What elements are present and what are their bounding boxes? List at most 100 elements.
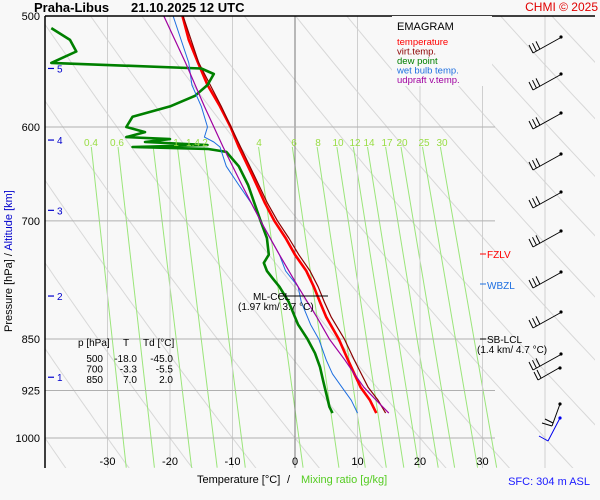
wind-barb-station-dot <box>559 152 563 156</box>
wind-barb-feather <box>528 238 534 248</box>
series-udpraft-v-temp--line <box>163 16 390 414</box>
dry-adiabat-line <box>551 16 595 63</box>
altitude-tick-label: 2 <box>57 292 63 303</box>
table-cell-dewpoint: 2.0 <box>159 375 173 386</box>
wind-barb <box>533 366 562 381</box>
dry-adiabat-line <box>141 16 511 468</box>
wind-barb-feather <box>535 316 541 325</box>
mixing-ratio-line <box>336 146 387 468</box>
wind-barb-station-dot <box>559 190 563 194</box>
table-cell-dewpoint: -45.0 <box>150 354 173 365</box>
wind-barb <box>528 310 563 329</box>
dry-adiabat-line <box>448 16 595 178</box>
wind-barb-feather <box>538 435 549 442</box>
pressure-tick-label: 1000 <box>16 433 40 445</box>
pressure-tick-label: 500 <box>22 11 40 23</box>
ml-ccl-detail: (1.97 km/ 3.7 °C) <box>238 302 314 313</box>
chart-title-datetime: 21.10.2025 12 UTC <box>131 0 245 15</box>
wind-barb-feather <box>532 118 537 128</box>
altitude-tick-label: 4 <box>57 136 63 147</box>
mixing-ratio-line <box>152 146 193 468</box>
series-wet-bulb-temp--line <box>172 16 358 414</box>
wind-barb-feather <box>528 279 534 289</box>
wind-barb-staff <box>532 192 561 209</box>
wind-barb-feather <box>541 422 553 427</box>
temperature-tick-label: -20 <box>162 456 178 468</box>
mixing-ratio-label: 25 <box>418 138 430 149</box>
wind-barb-feather <box>528 319 534 329</box>
wind-barb-feather <box>535 78 541 87</box>
wind-barb-feather <box>532 359 537 369</box>
wind-barb-feather <box>532 159 537 169</box>
sb-lcl-label: SB-LCL <box>487 335 522 346</box>
fzlv-label: FZLV <box>487 250 511 261</box>
table-cell-dewpoint: -5.5 <box>156 365 174 376</box>
wind-barb-feather <box>528 199 534 209</box>
legend-entry-udpraft-v-temp-: udpraft v.temp. <box>397 75 460 86</box>
dry-adiabat-line <box>45 100 320 468</box>
table-header: Td [°C] <box>143 338 174 349</box>
wind-barb-feather <box>535 117 541 126</box>
sb-lcl-detail: (1.4 km/ 4.7 °C) <box>477 345 547 356</box>
wind-barb-station-dot <box>559 35 563 39</box>
sfc-label: SFC: 304 m ASL <box>508 476 590 488</box>
temperature-tick-label: -10 <box>225 456 241 468</box>
dry-adiabat-line <box>192 16 574 468</box>
dry-adiabat-line <box>45 179 257 468</box>
wind-barb-feather <box>535 196 541 205</box>
wind-barb-staff <box>532 154 561 171</box>
temperature-tick-label: 10 <box>351 456 363 468</box>
legend-entry-virt-temp-: virt.temp. <box>397 47 436 58</box>
temperature-tick-label: 30 <box>476 456 488 468</box>
wind-barb-feather <box>528 120 534 130</box>
legend-title: EMAGRAM <box>397 21 454 33</box>
chart-title-station: Praha-Libus <box>34 0 110 15</box>
mixing-ratio-label: 8 <box>315 138 321 149</box>
series-virt-temp--line <box>182 16 387 414</box>
wind-barb <box>528 72 563 91</box>
wind-barb-feather <box>532 236 537 246</box>
mixing-ratio-label: 17 <box>381 138 393 149</box>
pressure-tick-label: 850 <box>22 334 40 346</box>
altitude-tick-label: 5 <box>57 64 63 75</box>
wind-barb-staff <box>532 74 561 91</box>
wind-barb-station-dot <box>559 270 563 274</box>
wind-barb <box>528 229 563 248</box>
wind-barb-feather <box>528 161 534 171</box>
dry-adiabat-line <box>89 16 447 468</box>
ml-ccl-label: ML-CCL <box>253 292 291 303</box>
table-cell-pressure: 500 <box>86 354 103 365</box>
mixing-ratio-line <box>203 146 246 468</box>
wind-barb-staff <box>532 37 561 54</box>
altitude-tick-label: 1 <box>57 373 63 384</box>
wind-barb-feather <box>535 276 541 285</box>
wind-barb-feather <box>535 41 541 50</box>
wind-barb-feather <box>533 371 539 381</box>
mixing-ratio-line <box>439 146 498 468</box>
x-axis-title: Temperature [°C] <box>197 474 280 486</box>
wind-barb-station-dot <box>558 366 562 370</box>
mixing-ratio-line <box>117 146 155 468</box>
mixing-ratio-line <box>90 146 127 468</box>
mixing-ratio-label: 2 <box>202 138 208 149</box>
wind-barb-staff <box>547 417 561 442</box>
x-axis-separator: / <box>287 474 291 486</box>
wind-barb-surface <box>538 416 562 442</box>
wind-barb-staff <box>532 113 561 130</box>
legend-entry-wet-bulb-temp-: wet bulb temp. <box>396 66 459 77</box>
altitude-tick-label: 3 <box>57 206 63 217</box>
dry-adiabat-line <box>499 16 595 120</box>
wind-barb-staff <box>537 367 560 381</box>
wind-barb <box>528 352 563 371</box>
mixing-ratio-line <box>422 146 479 468</box>
wind-barb-staff <box>532 272 561 289</box>
mixing-ratio-line <box>291 146 340 468</box>
wind-barb-feather <box>536 369 542 379</box>
wind-barb-station-dot <box>559 352 563 356</box>
dry-adiabat-line <box>593 0 600 485</box>
wind-barb-feather <box>532 317 537 327</box>
legend-entry-temperature: temperature <box>397 37 448 48</box>
mixing-ratio-line <box>176 146 218 468</box>
mixing-ratio-label: 12 <box>349 138 361 149</box>
